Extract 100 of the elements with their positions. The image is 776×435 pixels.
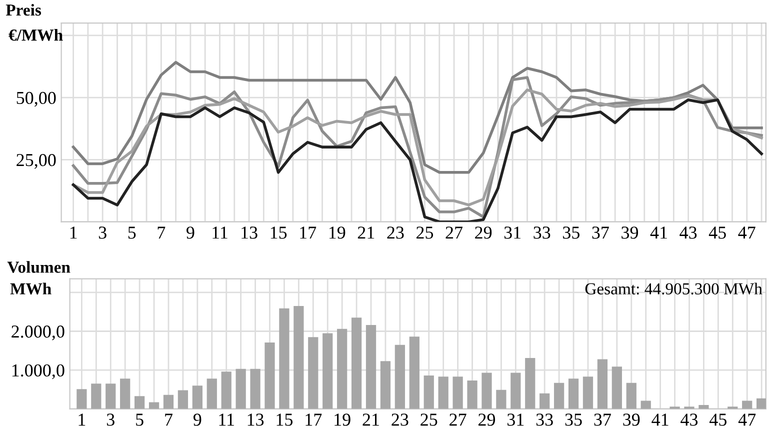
- bar: [438, 376, 448, 409]
- x-tick-label: 29: [475, 226, 492, 239]
- bar: [250, 368, 260, 409]
- x-tick-label: 29: [478, 414, 496, 426]
- bar: [106, 384, 116, 409]
- bar: [163, 394, 174, 409]
- bar: [756, 398, 766, 409]
- y-tick-label: 2.000,0: [12, 326, 64, 340]
- annotation: Gesamt: 44.905.300 MWh: [585, 282, 762, 295]
- x-tick-label: 21: [358, 226, 374, 239]
- y-tick-label: 1.000,0: [12, 364, 64, 380]
- x-tick-label: 1: [70, 226, 77, 239]
- bar: [120, 378, 130, 409]
- y-axis-title: €/MWh: [8, 29, 63, 41]
- x-tick-label: 9: [193, 414, 202, 426]
- x-tick-label: 33: [534, 226, 550, 239]
- bar: [76, 389, 87, 409]
- x-tick-label: 39: [622, 226, 638, 239]
- chart-title: Volumen: [7, 261, 70, 273]
- x-tick-label: 1: [78, 414, 86, 426]
- x-tick-label: 11: [212, 226, 228, 239]
- bar: [380, 361, 391, 409]
- bar: [467, 380, 478, 409]
- x-tick-label: 11: [219, 414, 234, 426]
- x-tick-label: 37: [592, 226, 609, 239]
- x-tick-label: 31: [507, 414, 524, 426]
- bar: [742, 400, 752, 409]
- line-series: [72, 60, 763, 174]
- x-tick-label: 23: [392, 414, 408, 426]
- bar: [698, 405, 709, 409]
- x-tick-label: 27: [446, 226, 463, 239]
- x-tick-label: 23: [387, 226, 404, 239]
- x-tick-label: 15: [270, 226, 287, 239]
- x-tick-label: 3: [98, 226, 106, 239]
- y-tick-label: 25,00: [16, 154, 56, 169]
- bar: [206, 378, 217, 409]
- x-tick-label: 17: [306, 414, 322, 426]
- x-tick-label: 5: [136, 414, 144, 426]
- line-series: [72, 88, 763, 206]
- bar: [568, 378, 579, 409]
- y-tick-label: 50,00: [16, 92, 56, 107]
- bar: [597, 359, 608, 409]
- bar: [424, 376, 434, 409]
- x-tick-label: 13: [248, 414, 264, 426]
- x-tick-label: 47: [738, 226, 756, 239]
- x-tick-label: 33: [536, 414, 553, 426]
- bar: [337, 328, 348, 409]
- bar: [366, 325, 376, 409]
- bar: [192, 386, 202, 409]
- x-tick-label: 19: [329, 226, 346, 239]
- x-tick-label: 17: [300, 226, 316, 239]
- bar: [279, 308, 290, 409]
- bar: [294, 306, 304, 409]
- bar: [236, 368, 246, 409]
- bar: [322, 333, 333, 409]
- bar: [452, 376, 463, 409]
- bar: [525, 358, 536, 409]
- x-tick-label: 13: [242, 226, 258, 239]
- x-tick-label: 21: [362, 414, 379, 426]
- bar: [91, 384, 102, 409]
- bar: [409, 336, 420, 409]
- x-tick-label: 31: [504, 226, 521, 239]
- x-tick-label: 3: [106, 414, 114, 426]
- bar: [510, 372, 521, 409]
- bar: [134, 396, 145, 409]
- x-tick-label: 15: [276, 414, 293, 426]
- x-tick-label: 43: [680, 226, 697, 239]
- bar: [496, 390, 506, 409]
- bar: [264, 342, 275, 409]
- x-tick-label: 5: [128, 226, 136, 239]
- x-tick-label: 35: [565, 414, 582, 426]
- x-tick-label: 41: [650, 226, 667, 239]
- bar: [178, 390, 188, 409]
- bar: [148, 402, 160, 409]
- x-tick-label: 37: [594, 414, 611, 426]
- line-series: [72, 98, 763, 222]
- bar: [351, 318, 362, 409]
- x-tick-label: 7: [158, 226, 166, 239]
- bar: [626, 382, 636, 409]
- x-tick-label: 39: [623, 414, 640, 426]
- x-tick-label: 19: [334, 414, 350, 426]
- chart-title: Preis: [6, 4, 42, 16]
- y-axis-title: MWh: [10, 282, 52, 295]
- bar: [540, 393, 550, 409]
- x-tick-label: 25: [416, 226, 434, 239]
- x-tick-label: 9: [186, 226, 194, 239]
- x-tick-label: 35: [563, 226, 580, 239]
- bar: [640, 400, 651, 409]
- x-tick-label: 27: [450, 414, 466, 426]
- bar: [221, 372, 232, 409]
- x-tick-label: 45: [710, 414, 726, 426]
- x-tick-label: 41: [652, 414, 668, 426]
- x-tick-label: 45: [708, 226, 726, 239]
- bar: [308, 337, 318, 409]
- bar: [582, 376, 594, 409]
- bar: [394, 344, 405, 409]
- x-tick-label: 25: [420, 414, 438, 426]
- bar: [554, 382, 564, 409]
- bar: [482, 372, 492, 409]
- bar: [612, 366, 622, 409]
